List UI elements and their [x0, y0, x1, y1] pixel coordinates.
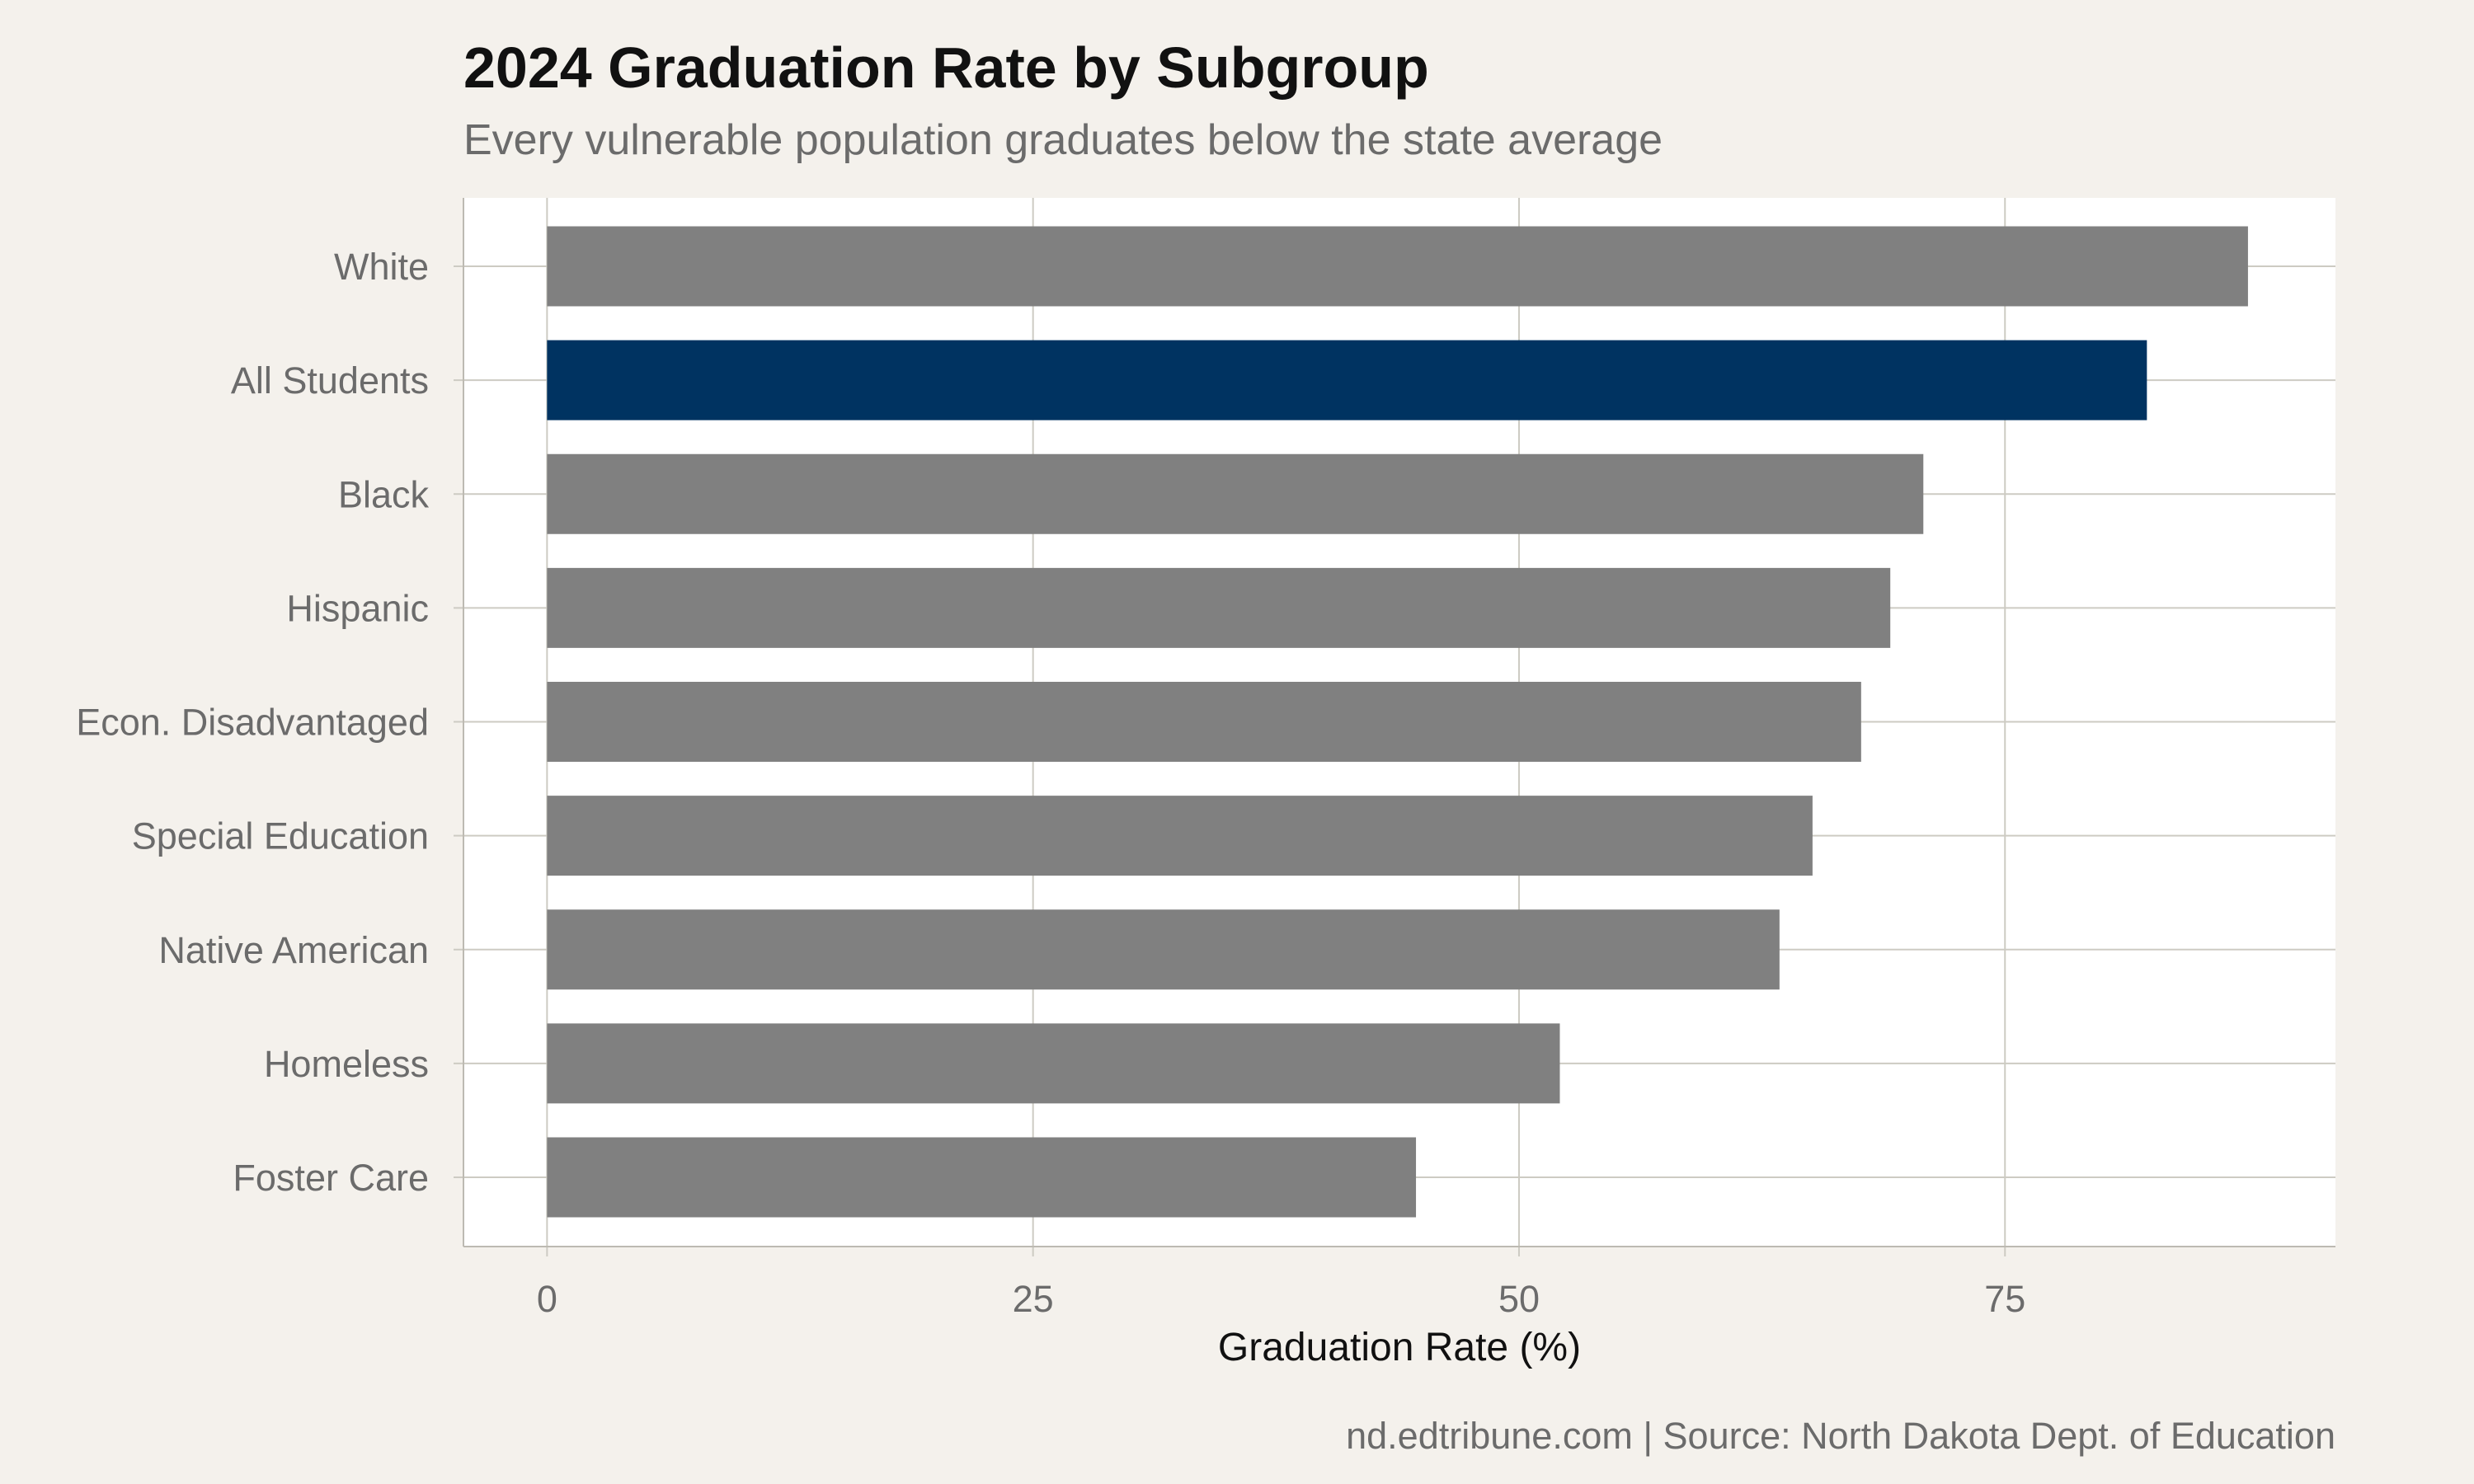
bar-black — [547, 453, 1924, 534]
axis-labels: 0 25 50 75 White All Students Black Hispanic Eco… — [76, 246, 2025, 1320]
x-tick-label: 75 — [1984, 1278, 2025, 1320]
bar-homeless — [547, 1023, 1560, 1104]
chart-title: 2024 Graduation Rate by Subgroup — [463, 35, 1429, 100]
chart-subtitle: Every vulnerable population graduates be… — [463, 116, 1663, 164]
y-tick-label: Homeless — [264, 1043, 429, 1085]
bar-all-students — [547, 340, 2147, 420]
x-tick-label: 50 — [1498, 1278, 1540, 1320]
bar-foster-care — [547, 1137, 1417, 1218]
y-tick-label: Native American — [158, 929, 429, 971]
x-axis-title: Graduation Rate (%) — [1218, 1326, 1581, 1369]
bar-native-american — [547, 909, 1780, 990]
y-tick-label: All Students — [231, 359, 429, 402]
y-tick-label: Black — [338, 473, 430, 515]
y-tick-label: White — [334, 246, 429, 288]
y-tick-label: Hispanic — [286, 587, 429, 629]
bar-hispanic — [547, 567, 1891, 648]
y-tick-label: Foster Care — [233, 1157, 429, 1199]
y-tick-label: Special Education — [132, 815, 429, 857]
bar-white — [547, 226, 2248, 307]
bars — [547, 226, 2248, 1218]
x-tick-label: 0 — [537, 1278, 557, 1320]
x-tick-label: 25 — [1013, 1278, 1054, 1320]
chart-caption: nd.edtribune.com | Source: North Dakota … — [1346, 1415, 2335, 1457]
y-tick-label: Econ. Disadvantaged — [76, 702, 429, 744]
bar-econ-disadvantaged — [547, 682, 1861, 762]
axes — [463, 198, 2335, 1247]
bar-special-education — [547, 796, 1813, 876]
